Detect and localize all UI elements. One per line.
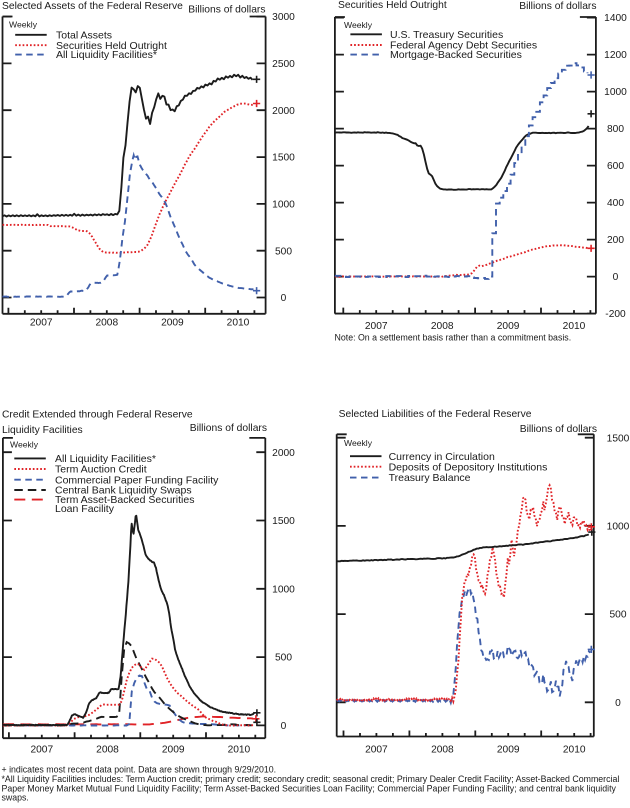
svg-text:Central Bank Liquidity Swaps: Central Bank Liquidity Swaps: [55, 485, 192, 497]
svg-text:0: 0: [615, 698, 621, 709]
svg-text:*All Liquidity Facilities incl: *All Liquidity Facilities includes: Term…: [2, 774, 620, 784]
svg-text:2009: 2009: [497, 745, 520, 756]
svg-text:500: 500: [275, 653, 292, 664]
svg-text:2008: 2008: [431, 321, 454, 332]
svg-text:1500: 1500: [607, 433, 630, 444]
svg-text:2000: 2000: [272, 106, 295, 117]
svg-text:200: 200: [607, 235, 624, 246]
svg-text:2010: 2010: [563, 745, 586, 756]
svg-text:Selected Assets of the Federal: Selected Assets of the Federal Reserve: [2, 1, 183, 12]
svg-text:Weekly: Weekly: [10, 440, 39, 450]
svg-text:2009: 2009: [497, 321, 520, 332]
svg-text:2008: 2008: [431, 745, 454, 756]
svg-text:2009: 2009: [161, 318, 184, 329]
svg-text:All Liquidity Facilities*: All Liquidity Facilities*: [56, 49, 157, 61]
svg-text:2007: 2007: [30, 318, 53, 329]
svg-text:Term Auction Credit: Term Auction Credit: [55, 464, 147, 476]
svg-text:0: 0: [613, 272, 619, 283]
svg-text:400: 400: [607, 198, 624, 209]
svg-text:swaps.: swaps.: [2, 793, 29, 803]
svg-text:1000: 1000: [272, 584, 295, 595]
svg-text:600: 600: [607, 161, 624, 172]
svg-text:2500: 2500: [272, 59, 295, 70]
svg-text:Billions of dollars: Billions of dollars: [190, 423, 267, 434]
svg-text:500: 500: [275, 246, 292, 257]
svg-text:2008: 2008: [96, 745, 119, 756]
svg-text:Securities Held Outright: Securities Held Outright: [56, 40, 167, 52]
svg-text:2007: 2007: [365, 321, 388, 332]
svg-text:800: 800: [607, 124, 624, 135]
svg-text:0: 0: [281, 293, 287, 304]
svg-text:1500: 1500: [272, 516, 295, 527]
svg-text:2007: 2007: [365, 745, 388, 756]
svg-text:Paper Money Market Mutual Fund: Paper Money Market Mutual Fund Liquidity…: [2, 783, 617, 793]
svg-text:1500: 1500: [272, 153, 295, 164]
svg-text:1000: 1000: [607, 522, 630, 533]
svg-text:Selected Liabilities of the Fe: Selected Liabilities of the Federal Rese…: [339, 409, 532, 420]
svg-text:Currency in Circulation: Currency in Circulation: [389, 451, 495, 463]
svg-text:0: 0: [281, 721, 287, 732]
svg-text:2010: 2010: [227, 318, 250, 329]
svg-text:Billions of dollars: Billions of dollars: [188, 5, 265, 16]
svg-text:Liquidity Facilities: Liquidity Facilities: [2, 425, 83, 436]
svg-text:Commercial Paper Funding Facil: Commercial Paper Funding Facility: [55, 474, 219, 486]
svg-text:500: 500: [610, 610, 627, 621]
svg-text:U.S. Treasury Securities: U.S. Treasury Securities: [390, 29, 503, 41]
svg-text:Note: On a settlement basis ra: Note: On a settlement basis rather than …: [335, 332, 572, 342]
svg-text:2009: 2009: [162, 745, 185, 756]
svg-text:1400: 1400: [604, 13, 627, 24]
svg-text:1000: 1000: [604, 87, 627, 98]
svg-text:Federal Agency Debt Securities: Federal Agency Debt Securities: [390, 40, 537, 52]
svg-text:Weekly: Weekly: [344, 20, 373, 30]
svg-text:Total Assets: Total Assets: [56, 29, 112, 41]
svg-text:Securities Held Outright: Securities Held Outright: [338, 0, 447, 11]
svg-text:2007: 2007: [30, 745, 53, 756]
svg-text:2000: 2000: [272, 448, 295, 459]
svg-text:Billions of dollars: Billions of dollars: [520, 424, 597, 435]
svg-text:1200: 1200: [604, 50, 627, 61]
svg-text:Billions of dollars: Billions of dollars: [519, 1, 596, 12]
svg-text:All Liquidity Facilities*: All Liquidity Facilities*: [55, 453, 156, 465]
svg-text:-200: -200: [605, 309, 626, 320]
svg-text:2010: 2010: [228, 745, 251, 756]
svg-text:2010: 2010: [563, 321, 586, 332]
svg-text:Loan Facility: Loan Facility: [55, 503, 115, 515]
svg-text:Weekly: Weekly: [344, 438, 373, 448]
svg-text:2008: 2008: [95, 318, 118, 329]
svg-text:1000: 1000: [272, 200, 295, 211]
svg-text:+ indicates most recent data p: + indicates most recent data point. Data…: [2, 765, 277, 775]
svg-text:Weekly: Weekly: [9, 20, 38, 30]
svg-text:3000: 3000: [272, 12, 295, 23]
svg-text:Mortgage-Backed Securities: Mortgage-Backed Securities: [390, 49, 522, 61]
svg-text:Deposits of Depository Institu: Deposits of Depository Institutions: [389, 461, 548, 473]
svg-text:Credit Extended through Federa: Credit Extended through Federal Reserve: [2, 410, 193, 421]
svg-text:Treasury Balance: Treasury Balance: [389, 472, 471, 484]
svg-text:Term Asset-Backed Securities: Term Asset-Backed Securities: [55, 494, 194, 506]
